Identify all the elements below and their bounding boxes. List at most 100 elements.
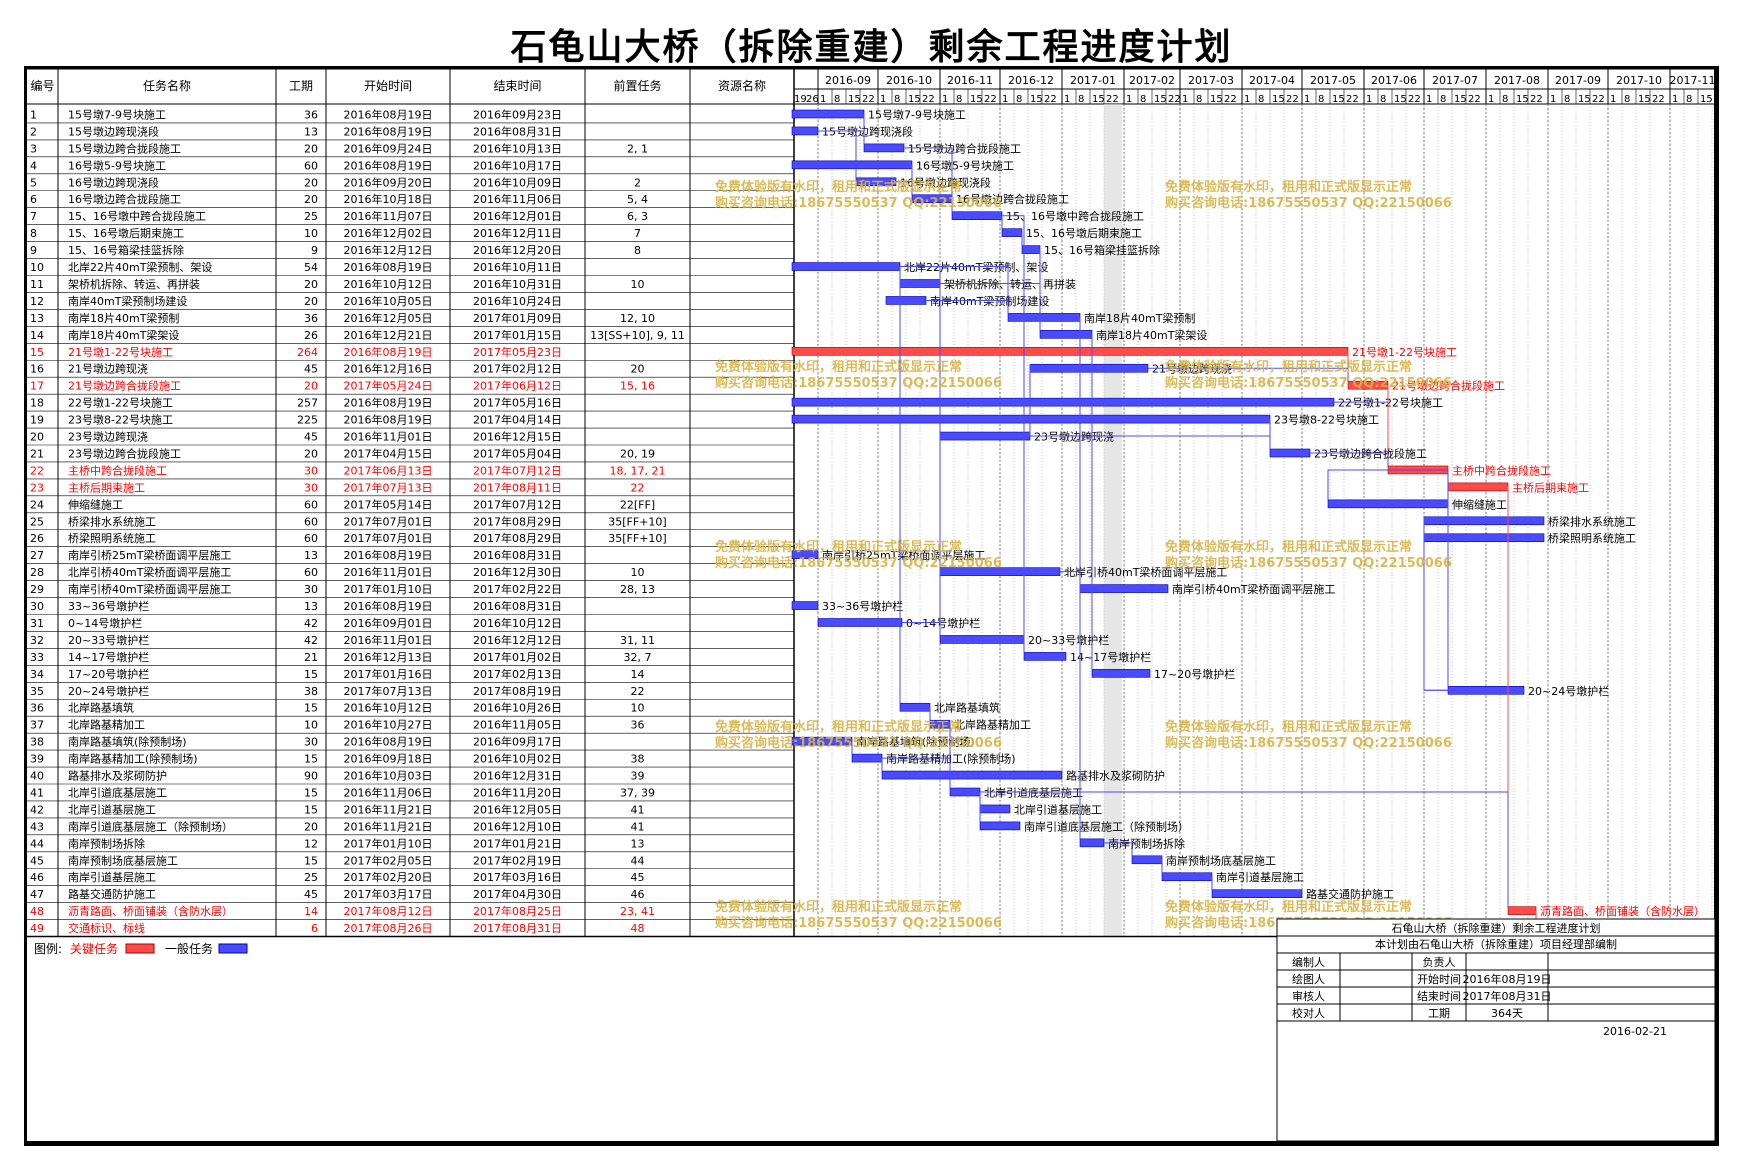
gantt-bar[interactable] (1029, 363, 1149, 373)
task-end: 2017年02月13日 (473, 667, 562, 681)
dependency-link (904, 147, 953, 212)
task-end: 2016年10月31日 (473, 277, 562, 291)
infobox-date: 2016-02-21 (1603, 1025, 1667, 1038)
task-name: 南岸预制场拆除 (68, 836, 145, 850)
infobox-cell: 开始时间 (1417, 972, 1461, 986)
gantt-bar[interactable] (1079, 584, 1169, 593)
gantt-bar[interactable] (791, 109, 865, 119)
gantt-bar[interactable] (1161, 872, 1213, 882)
task-name: 南岸引道基层施工 (68, 870, 156, 884)
gantt-bar[interactable] (851, 753, 883, 763)
gantt-bar[interactable] (1079, 838, 1105, 848)
gantt-bar[interactable] (899, 702, 931, 712)
legend-critical-swatch (125, 943, 155, 954)
gantt-bar[interactable] (979, 821, 1021, 831)
task-start: 2016年09月24日 (344, 141, 433, 155)
gantt-bar-label: 22号墩1-22号块施工 (1338, 396, 1443, 410)
task-predecessors: 39 (631, 770, 645, 783)
week-label: 1 (820, 94, 826, 105)
task-start: 2016年08月19日 (344, 124, 433, 138)
gantt-bar[interactable] (885, 296, 927, 305)
gantt-bar[interactable] (791, 262, 901, 271)
watermark-line2: 购买咨询电话:18675550537 QQ:22150066 (715, 915, 1002, 931)
task-name: 南岸18片40mT梁架设 (68, 328, 179, 342)
gantt-bar[interactable] (949, 787, 981, 797)
gantt-bar[interactable] (791, 550, 819, 560)
task-id: 19 (30, 414, 44, 427)
task-predecessors: 2, 1 (627, 142, 648, 155)
task-id: 22 (30, 464, 44, 477)
gantt-bar[interactable] (1001, 228, 1023, 237)
task-name: 21号墩边跨合拢段施工 (68, 379, 181, 393)
task-duration: 60 (304, 159, 318, 172)
task-end: 2016年10月12日 (473, 616, 562, 630)
gantt-bar[interactable] (863, 143, 905, 153)
gantt-bar-label: 桥梁排水系统施工 (1548, 514, 1636, 528)
gantt-bar[interactable] (791, 397, 1335, 407)
gantt-bar[interactable] (939, 635, 1025, 644)
task-predecessors: 14 (631, 668, 645, 681)
task-duration: 30 (304, 464, 318, 477)
task-duration: 25 (304, 871, 318, 884)
task-duration: 60 (304, 566, 318, 579)
gantt-bar-label: 15、16号墩后期束施工 (1026, 226, 1142, 240)
task-predecessors: 7 (634, 227, 641, 240)
task-predecessors: 35[FF+10] (608, 532, 666, 545)
gantt-bar[interactable] (791, 126, 819, 136)
task-id: 9 (30, 244, 37, 257)
task-duration: 20 (304, 380, 318, 393)
task-duration: 13 (304, 600, 318, 613)
week-label: 15 (848, 94, 861, 105)
week-label: 22 (1652, 94, 1665, 105)
watermark-line1: 免费体验版有水印，租用和正式版显示正常 (715, 179, 962, 195)
gantt-bar[interactable] (1423, 533, 1545, 543)
gantt-bar[interactable] (1507, 906, 1537, 915)
task-start: 2016年11月06日 (344, 785, 433, 799)
gantt-bar-label: 16号墩边跨合拢段施工 (956, 192, 1069, 206)
week-label: 1 (1550, 94, 1556, 105)
gantt-bar[interactable] (791, 346, 1349, 356)
gantt-bar[interactable] (1131, 855, 1163, 865)
gantt-bar[interactable] (1091, 669, 1151, 678)
gantt-bar[interactable] (939, 431, 1031, 441)
task-id: 46 (30, 871, 44, 884)
gantt-bar[interactable] (881, 770, 1063, 780)
dependency-link (1423, 516, 1524, 691)
week-label: 8 (1686, 94, 1692, 105)
watermark-line2: 购买咨询电话:18675550537 QQ:22150066 (1165, 555, 1452, 571)
gantt-bar[interactable] (899, 279, 941, 288)
gantt-bar[interactable] (1423, 516, 1545, 526)
task-duration: 20 (304, 142, 318, 155)
week-label: 22 (984, 94, 997, 105)
gantt-bar[interactable] (791, 414, 1271, 424)
week-label: 8 (1196, 94, 1202, 105)
gantt-bar[interactable] (979, 804, 1011, 814)
week-label: 26 (806, 94, 819, 105)
week-label: 15 (1154, 94, 1167, 105)
task-name: 20~24号墩护栏 (68, 684, 149, 698)
task-start: 2016年08月19日 (344, 345, 433, 359)
watermark-line2: 购买咨询电话:18675550537 QQ:22150066 (1165, 735, 1452, 751)
task-id: 14 (30, 329, 44, 342)
gantt-bar[interactable] (1021, 245, 1041, 254)
task-end: 2017年07月12日 (473, 463, 562, 477)
gantt-bar[interactable] (1023, 652, 1067, 661)
week-label: 15 (1638, 94, 1651, 105)
gantt-bar[interactable] (1211, 889, 1303, 899)
gantt-bar[interactable] (1039, 330, 1093, 339)
gantt-bar-label: 南岸引道基层施工 (1216, 870, 1304, 884)
week-label: 22 (1468, 94, 1481, 105)
gantt-bar[interactable] (1269, 448, 1311, 458)
gantt-bar[interactable] (791, 160, 913, 170)
week-label: 22 (922, 94, 935, 105)
gantt-bar[interactable] (1327, 499, 1449, 509)
gantt-bar[interactable] (791, 601, 819, 610)
gantt-bar-label: 15、16号箱梁挂篮拆除 (1044, 243, 1160, 257)
gantt-bar-label: 桥梁照明系统施工 (1548, 531, 1636, 545)
gantt-bar[interactable] (951, 211, 1003, 220)
task-predecessors: 10 (631, 566, 645, 579)
gantt-bar[interactable] (1447, 482, 1509, 492)
week-label: 22 (862, 94, 875, 105)
task-start: 2016年12月12日 (344, 243, 433, 257)
gantt-bar[interactable] (817, 618, 903, 627)
